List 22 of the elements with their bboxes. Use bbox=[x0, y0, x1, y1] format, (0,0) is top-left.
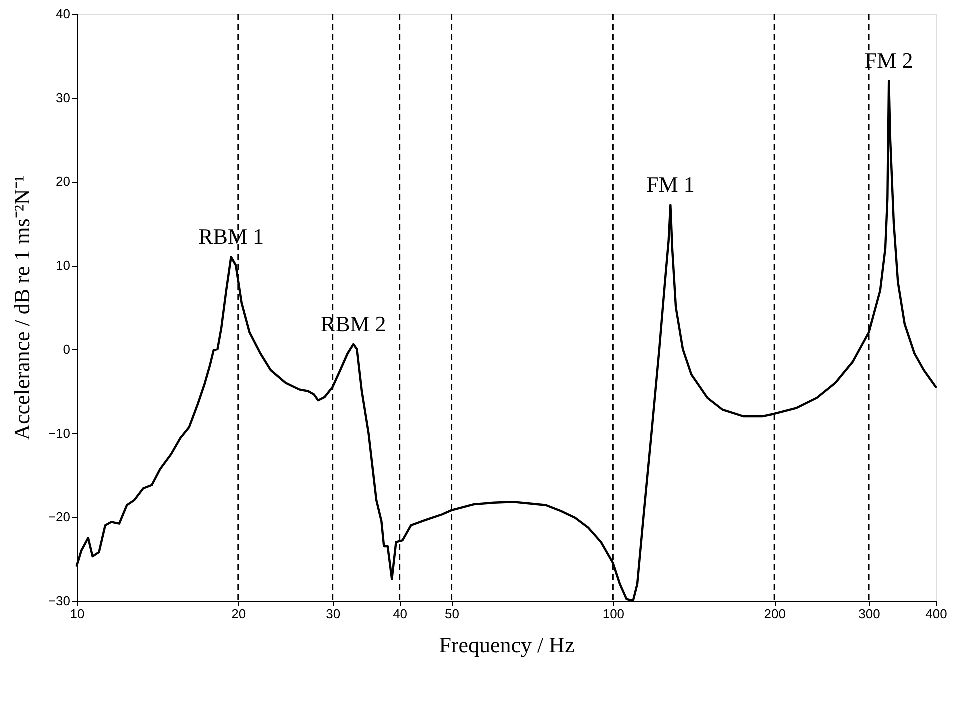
x-tick-label: 300 bbox=[858, 606, 880, 622]
y-tick-label: 40 bbox=[56, 6, 70, 22]
x-tick-label: 400 bbox=[926, 606, 948, 622]
x-tick-label: 10 bbox=[70, 606, 85, 622]
x-tick-label: 50 bbox=[445, 606, 460, 622]
y-tick-label: −30 bbox=[48, 594, 70, 608]
x-tick-label: 20 bbox=[232, 606, 246, 622]
y-tick-label: −10 bbox=[48, 426, 70, 441]
y-tick-label: 0 bbox=[63, 342, 70, 357]
annotation: RBM 1 bbox=[198, 224, 264, 250]
y-tick-label: 10 bbox=[56, 258, 70, 274]
y-tick-label: 20 bbox=[56, 174, 70, 190]
x-tick-label: 200 bbox=[764, 606, 786, 622]
x-axis-title: Frequency / Hz bbox=[439, 632, 576, 658]
y-tick-label: 30 bbox=[56, 90, 70, 106]
x-tick-label: 30 bbox=[326, 606, 341, 622]
annotation: RBM 2 bbox=[320, 311, 386, 336]
x-tick-label: 100 bbox=[602, 606, 625, 622]
annotation: FM 1 bbox=[646, 172, 695, 198]
y-axis-title: Accelerance / dB re 1 ms⁻²N⁻¹ bbox=[9, 176, 34, 440]
y-tick-label: −20 bbox=[48, 510, 70, 525]
x-tick-label: 40 bbox=[393, 606, 408, 622]
